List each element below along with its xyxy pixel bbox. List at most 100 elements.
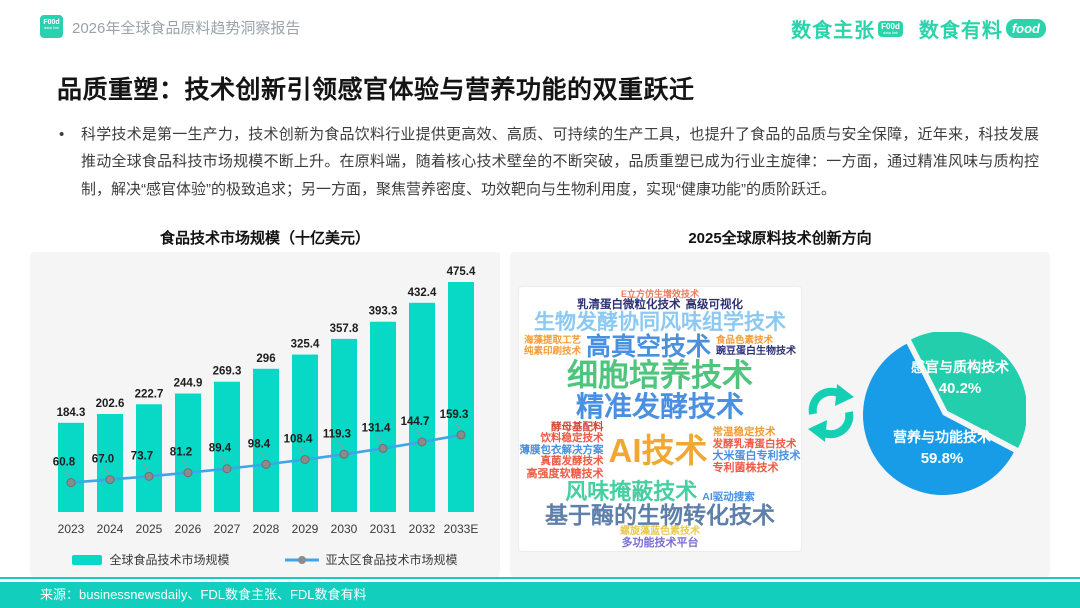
wordcloud-column: 酵母基配料 饮料稳定技术 薄膜包衣解决方案 真菌发酵技术 高强度软糖技术 bbox=[520, 420, 604, 480]
bar bbox=[214, 381, 240, 512]
wordcloud-term: 高级可视化 bbox=[685, 299, 744, 312]
wordcloud-row: 酵母基配料 饮料稳定技术 薄膜包衣解决方案 真菌发酵技术 高强度软糖技术 AI技术 常温稳定… bbox=[519, 420, 801, 480]
chart-label: 2031 bbox=[370, 522, 397, 536]
chart-label: 432.4 bbox=[408, 287, 437, 299]
bar-chart-title: 食品技术市场规模（十亿美元） bbox=[159, 230, 370, 247]
wordcloud-term: E立方仿生增效技术 bbox=[620, 289, 699, 299]
chart-label: 73.7 bbox=[131, 450, 153, 462]
wordcloud-term: 风味掩蔽技术 bbox=[565, 479, 698, 505]
wordcloud-row: E立方仿生增效技术 bbox=[519, 289, 801, 299]
chart-label: 119.3 bbox=[323, 428, 351, 440]
food-badge-icon: food bbox=[1005, 19, 1046, 38]
line-marker bbox=[66, 478, 76, 488]
chart-label: 2032 bbox=[409, 522, 436, 536]
wordcloud-row: 基于酶的生物转化技术 bbox=[519, 503, 801, 527]
body-text: 科学技术是第一生产力，技术创新为食品饮料行业提供更高效、高质、可持续的生产工具，… bbox=[81, 126, 1039, 198]
chart-label: 475.4 bbox=[447, 266, 476, 278]
chart-label: 184.3 bbox=[57, 407, 86, 419]
chart-label: 269.3 bbox=[213, 366, 242, 378]
page-title: 品质重塑：技术创新引领感官体验与营养功能的双重跃迁 bbox=[57, 76, 695, 104]
chart-label: 67.0 bbox=[92, 454, 114, 466]
wordcloud-term: AI技术 bbox=[608, 431, 708, 469]
chart-label: 2029 bbox=[292, 522, 319, 536]
wordcloud-term: 螺旋藻蓝色素技术 bbox=[620, 526, 700, 538]
cycle-arrows-icon bbox=[808, 384, 854, 442]
footer-divider bbox=[0, 577, 1080, 579]
chart-label: 2025 bbox=[136, 522, 163, 536]
line-marker bbox=[378, 443, 388, 453]
wordcloud-row: 螺旋藻蓝色素技术 bbox=[519, 527, 801, 538]
chart-label: 40.2% bbox=[939, 380, 982, 397]
chart-label: 131.4 bbox=[362, 422, 391, 434]
chart-label: 60.8 bbox=[53, 457, 76, 469]
line-marker bbox=[183, 468, 193, 478]
line-marker bbox=[339, 449, 349, 459]
chart-label: 144.7 bbox=[401, 416, 430, 428]
bar bbox=[448, 282, 474, 512]
chart-label: 159.3 bbox=[440, 409, 469, 421]
chart-label: 2024 bbox=[97, 522, 124, 536]
wordcloud-term: 多功能技术平台 bbox=[621, 536, 699, 549]
food-datalink-badge-icon: F00d data link bbox=[878, 20, 903, 37]
wordcloud-term: 精准发酵技术 bbox=[575, 391, 744, 423]
wordcloud-column: 常温稳定技术 发酵乳清蛋白技术 大米蛋白专利技术 专利菌株技术 bbox=[712, 426, 801, 475]
chart-label: 244.9 bbox=[174, 378, 203, 390]
legend-global-market: 全球食品技术市场规模 bbox=[72, 551, 230, 568]
wordcloud-term: 高真空技术 bbox=[586, 332, 712, 361]
wordcloud-term: 海藻提取工艺 bbox=[523, 335, 581, 347]
wordcloud-term: 基于酶的生物转化技术 bbox=[545, 502, 775, 529]
bar bbox=[292, 354, 318, 512]
line-swatch-icon bbox=[284, 555, 319, 564]
chart-label: 296 bbox=[256, 353, 275, 365]
chart-label: 222.7 bbox=[135, 388, 164, 400]
legend-apac-market: 亚太区食品技术市场规模 bbox=[284, 551, 458, 568]
chart-label: 2026 bbox=[175, 522, 202, 536]
chart-label: 2033E bbox=[444, 522, 479, 536]
wordcloud-term: 饮料稳定技术 bbox=[540, 432, 604, 445]
chart-label: 81.2 bbox=[170, 447, 192, 459]
bullet-point: • bbox=[59, 126, 65, 143]
wordcloud-term: 常温稳定技术 bbox=[712, 426, 776, 439]
wordcloud-row: 风味掩蔽技术 AI驱动搜索 bbox=[519, 480, 801, 503]
bar bbox=[58, 422, 84, 512]
wordcloud-term: 大米蛋白专利技术 bbox=[712, 450, 801, 463]
chart-label: 393.3 bbox=[369, 306, 398, 318]
pie-slice-nutrition bbox=[863, 343, 1014, 495]
wordcloud: E立方仿生增效技术 乳清蛋白微粒化技术 高级可视化 生物发酵协同风味组学技术 海藻提取工… bbox=[518, 286, 802, 552]
wordcloud-term: 细胞培养技术 bbox=[567, 357, 753, 393]
wordcloud-row: 海藻提取工艺 纯素印刷技术 高真空技术 食品色素技术 豌豆蛋白生物技术 bbox=[519, 332, 801, 361]
fooddatalink-logo-icon: F00d data link bbox=[40, 15, 63, 38]
chart-label: 2027 bbox=[214, 522, 241, 536]
wordcloud-row: 细胞培养技术 bbox=[519, 357, 801, 393]
chart-label: 营养与功能技术 bbox=[893, 429, 991, 445]
body-paragraph: • 科学技术是第一生产力，技术创新为食品饮料行业提供更高效、高质、可持续的生产工… bbox=[57, 121, 1039, 203]
chart-label: 2028 bbox=[253, 522, 280, 536]
wordcloud-term: 酵母基配料 bbox=[551, 420, 604, 433]
chart-label: 感官与质构技术 bbox=[911, 359, 1009, 375]
chart-legend: 全球食品技术市场规模 亚太区食品技术市场规模 bbox=[30, 551, 500, 568]
footer-source: 来源：businessnewsdaily、FDL数食主张、FDL数食有料 bbox=[0, 582, 1080, 608]
wordcloud-term: 专利菌株技术 bbox=[712, 462, 779, 475]
wordcloud-term: AI驱动搜索 bbox=[702, 491, 755, 504]
report-title: 2026年全球食品原料趋势洞察报告 bbox=[72, 20, 301, 37]
chart-label: 2030 bbox=[331, 522, 358, 536]
bar bbox=[331, 338, 357, 512]
innovation-chart-title: 2025全球原料技术创新方向 bbox=[688, 230, 872, 247]
bar bbox=[370, 321, 396, 512]
brand-logos: 数食主张 F00d data link 数食有料 food bbox=[791, 14, 1046, 43]
chart-label: 59.8% bbox=[921, 450, 964, 467]
wordcloud-term: 食品色素技术 bbox=[716, 334, 774, 346]
chart-label: 108.4 bbox=[284, 434, 313, 446]
wordcloud-term: 乳清蛋白微粒化技术 bbox=[577, 299, 681, 312]
pie-chart: 感官与质构技术 40.2% 营养与功能技术 59.8% bbox=[863, 332, 1026, 495]
wordcloud-term: 真菌发酵技术 bbox=[540, 455, 604, 468]
wordcloud-row: 生物发酵协同风味组学技术 bbox=[519, 311, 801, 334]
line-marker bbox=[222, 464, 232, 474]
chart-label: 357.8 bbox=[330, 323, 359, 335]
bar bbox=[97, 413, 123, 512]
chart-label: 202.6 bbox=[96, 398, 125, 410]
wordcloud-column: 海藻提取工艺 纯素印刷技术 bbox=[523, 335, 581, 357]
line-marker bbox=[105, 475, 115, 485]
pie-slice-sensory bbox=[910, 332, 1026, 448]
wordcloud-term: 纯素印刷技术 bbox=[523, 345, 581, 357]
